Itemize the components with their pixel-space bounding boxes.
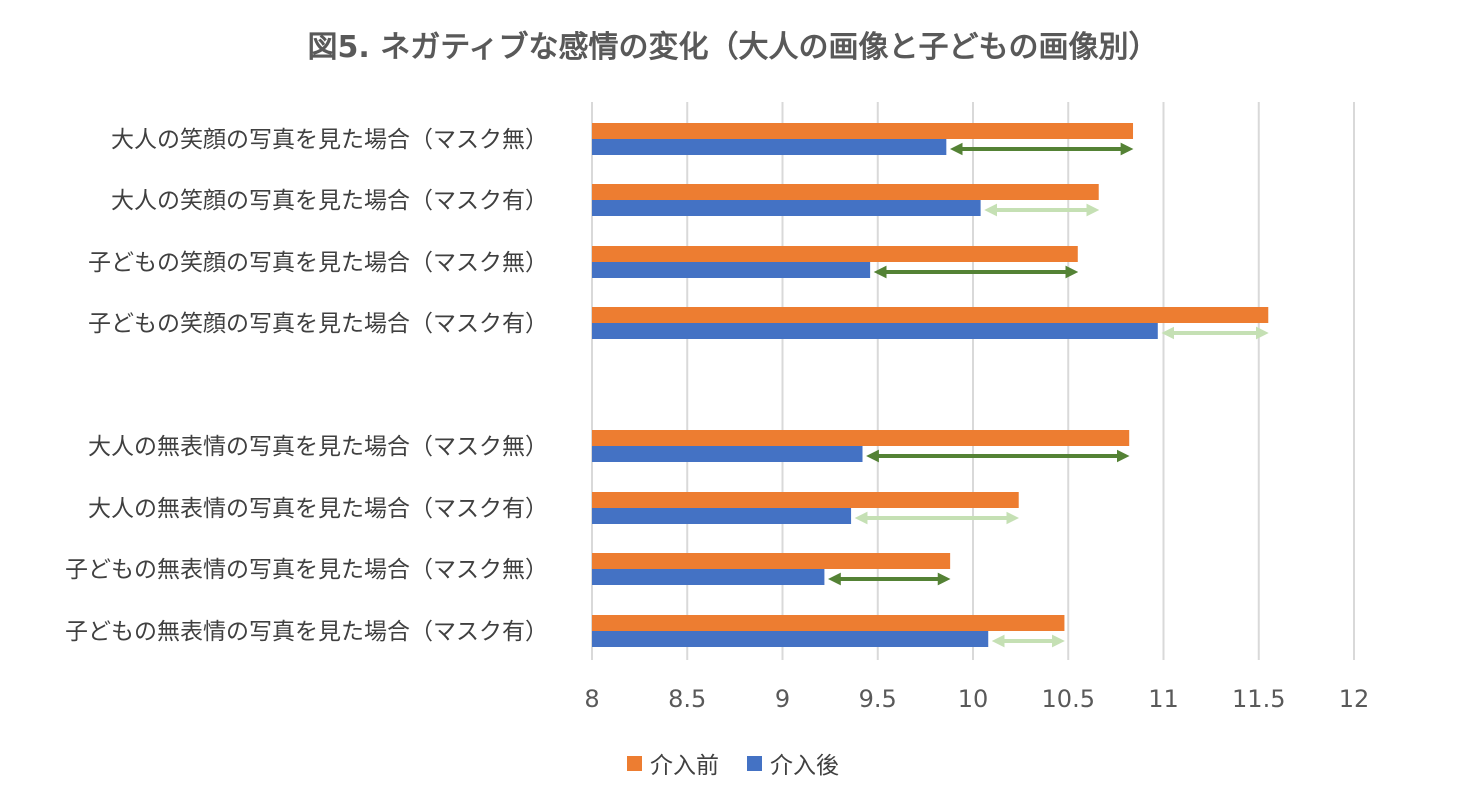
category-label-0: 大人の笑顔の写真を見た場合（マスク無） xyxy=(111,127,548,153)
x-tick-label-0: 8 xyxy=(584,685,599,713)
category-label-1: 大人の笑顔の写真を見た場合（マスク有） xyxy=(111,188,548,214)
bar-before-6 xyxy=(592,553,951,569)
legend-label-before: 介入前 xyxy=(650,753,719,779)
x-tick-label-6: 11 xyxy=(1148,685,1179,713)
x-tick-label-5: 10.5 xyxy=(1042,685,1095,713)
category-label-3: 子どもの笑顔の写真を見た場合（マスク有） xyxy=(88,311,548,337)
x-tick-label-2: 9 xyxy=(775,685,790,713)
bar-before-7 xyxy=(592,615,1065,631)
legend-swatch-after xyxy=(747,755,762,771)
legend-swatch-before xyxy=(627,755,642,771)
x-tick-label-7: 11.5 xyxy=(1232,685,1285,713)
legend-item-after: 介入後 xyxy=(747,746,839,780)
bar-after-7 xyxy=(592,631,989,647)
legend-label-after: 介入後 xyxy=(770,753,839,779)
bar-after-4 xyxy=(592,446,863,462)
bar-before-3 xyxy=(592,307,1269,323)
category-label-7: 子どもの無表情の写真を見た場合（マスク有） xyxy=(65,619,548,645)
category-label-2: 子どもの笑顔の写真を見た場合（マスク無） xyxy=(88,250,548,276)
bar-before-5 xyxy=(592,492,1019,508)
legend-item-before: 介入前 xyxy=(627,746,719,780)
x-tick-label-4: 10 xyxy=(958,685,989,713)
legend: 介入前 介入後 xyxy=(0,746,1466,780)
x-tick-label-1: 8.5 xyxy=(668,685,706,713)
bar-before-4 xyxy=(592,430,1130,446)
bar-after-2 xyxy=(592,262,871,278)
bar-before-1 xyxy=(592,184,1099,200)
category-label-4: 大人の無表情の写真を見た場合（マスク無） xyxy=(88,434,548,460)
category-label-6: 子どもの無表情の写真を見た場合（マスク無） xyxy=(65,557,548,583)
chart-title: 図5. ネガティブな感情の変化（大人の画像と子どもの画像別） xyxy=(307,30,1159,65)
x-tick-label-8: 12 xyxy=(1339,685,1370,713)
x-tick-label-3: 9.5 xyxy=(859,685,897,713)
bar-before-0 xyxy=(592,123,1134,139)
category-label-5: 大人の無表情の写真を見た場合（マスク有） xyxy=(88,496,548,522)
bar-after-5 xyxy=(592,508,852,524)
bar-after-6 xyxy=(592,569,825,585)
bar-before-2 xyxy=(592,246,1078,262)
bar-after-0 xyxy=(592,139,947,155)
bar-after-1 xyxy=(592,200,981,216)
bar-after-3 xyxy=(592,323,1158,339)
